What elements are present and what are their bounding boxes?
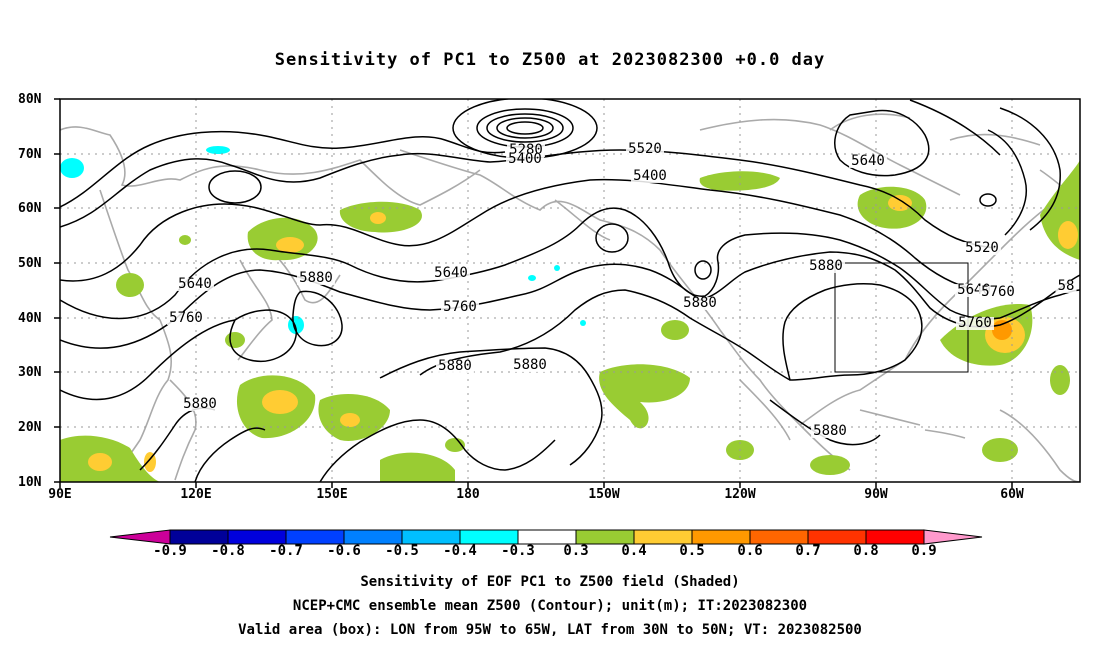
- contour-label-bg: [506, 153, 544, 166]
- colorbar-label: -0.7: [269, 543, 303, 559]
- contour-label-bg: [297, 272, 335, 285]
- caption-line-3: Valid area (box): LON from 95W to 65W, L…: [238, 622, 862, 638]
- colorbar-label: 0.8: [853, 543, 879, 559]
- contour-label-bg: [811, 425, 849, 438]
- colorbar-swatch: [401, 529, 461, 545]
- colorbar-swatch: [169, 529, 229, 545]
- lon-label-120e: 120E: [180, 487, 212, 502]
- colorbar-swatch: [749, 529, 809, 545]
- lat-label-30n: 30N: [18, 365, 42, 380]
- colorbar-swatch: [633, 529, 693, 545]
- lon-label-150e: 150E: [316, 487, 348, 502]
- colorbar-label: 0.6: [737, 543, 763, 559]
- lat-label-40n: 40N: [18, 311, 42, 326]
- lat-label-50n: 50N: [18, 256, 42, 271]
- colorbar-label: -0.6: [327, 543, 361, 559]
- plot-frame: [59, 98, 1081, 483]
- contour-label-bg: [979, 286, 1017, 299]
- contour-label: 5880: [809, 258, 843, 274]
- lat-label-70n: 70N: [18, 147, 42, 162]
- contour-label-bg: [626, 143, 664, 156]
- contour-label: 5880: [438, 358, 472, 374]
- contour-label-bg: [181, 398, 219, 411]
- colorbar-label: 0.5: [679, 543, 705, 559]
- contour-label-bg: [849, 155, 887, 168]
- contour-label-bg: [511, 359, 549, 372]
- contour-label: 5640: [851, 153, 885, 169]
- lon-label-90e: 90E: [48, 487, 72, 502]
- z500-contours: [60, 99, 1080, 482]
- colorbar-swatch: [285, 529, 345, 545]
- lon-label-120w: 120W: [724, 487, 756, 502]
- caption-line-2: NCEP+CMC ensemble mean Z500 (Contour); u…: [292, 598, 808, 614]
- contour-label: 58: [1058, 278, 1075, 294]
- contour-label: 5640: [434, 265, 468, 281]
- contour-label: 5760: [981, 284, 1015, 300]
- colorbar-label: 0.9: [911, 543, 937, 559]
- contour-label-bg: [807, 260, 845, 273]
- contour-label: 5520: [965, 240, 999, 256]
- contour-label: 5400: [633, 168, 667, 184]
- caption-line-1: Sensitivity of EOF PC1 to Z500 field (Sh…: [360, 574, 740, 590]
- colorbar-label: -0.5: [385, 543, 419, 559]
- colorbar-low-extend: [109, 529, 171, 545]
- contour-label-bg: [176, 278, 214, 291]
- lon-label-150w: 150W: [588, 487, 620, 502]
- colorbar-swatch: [865, 529, 925, 545]
- contour-label: 5880: [183, 396, 217, 412]
- colorbar-label: -0.4: [443, 543, 477, 559]
- contour-label: 5760: [443, 299, 477, 315]
- lon-label-180: 180: [456, 487, 480, 502]
- contour-label-bg: [436, 360, 474, 373]
- colorbar-label: -0.8: [211, 543, 245, 559]
- contour-label-bg: [631, 170, 669, 183]
- contour-label-bg: [432, 267, 470, 280]
- contour-label: 5880: [513, 357, 547, 373]
- contour-label: 5880: [683, 295, 717, 311]
- colorbar: [109, 529, 983, 545]
- contour-label-bg: [963, 242, 1001, 255]
- colorbar-swatch: [343, 529, 403, 545]
- contour-label: 5760: [169, 310, 203, 326]
- colorbar-label: 0.3: [563, 543, 589, 559]
- lon-label-90w: 90W: [864, 487, 888, 502]
- contour-label-bg: [441, 301, 479, 314]
- colorbar-high-extend: [923, 529, 983, 545]
- lon-label-60w: 60W: [1000, 487, 1024, 502]
- contour-label-bg: [681, 297, 719, 310]
- lat-label-10n: 10N: [18, 475, 42, 490]
- lat-label-60n: 60N: [18, 201, 42, 216]
- contour-label-bg: [1055, 280, 1077, 293]
- contour-label: 5880: [813, 423, 847, 439]
- lat-label-20n: 20N: [18, 420, 42, 435]
- contour-label-bg: [167, 312, 205, 325]
- map-title: Sensitivity of PC1 to Z500 at 2023082300…: [274, 50, 826, 70]
- colorbar-swatch: [227, 529, 287, 545]
- axis-ticks: [54, 98, 1013, 488]
- contour-label: 5400: [508, 151, 542, 167]
- coastlines: [60, 113, 1080, 482]
- contour-label: 5880: [299, 270, 333, 286]
- contour-label: 5760: [958, 315, 992, 331]
- colorbar-swatch: [691, 529, 751, 545]
- colorbar-swatch: [459, 529, 519, 545]
- colorbar-label: 0.7: [795, 543, 821, 559]
- colorbar-label: 0.4: [621, 543, 647, 559]
- colorbar-swatch: [517, 529, 577, 545]
- contour-label-bg: [956, 317, 994, 330]
- colorbar-swatch: [807, 529, 867, 545]
- colorbar-label: -0.9: [153, 543, 187, 559]
- contour-label: 5520: [628, 141, 662, 157]
- contour-label: 5640: [178, 276, 212, 292]
- colorbar-label: -0.3: [501, 543, 535, 559]
- colorbar-swatch: [575, 529, 635, 545]
- lat-label-80n: 80N: [18, 92, 42, 107]
